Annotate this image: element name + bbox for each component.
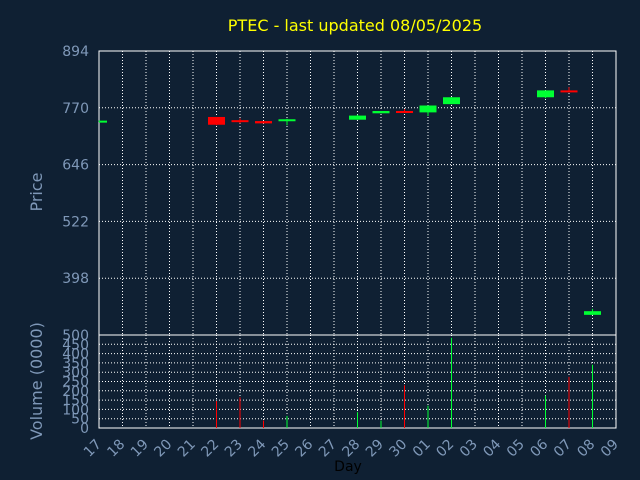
volume-bar xyxy=(357,412,358,428)
x-tick-label: 04 xyxy=(480,436,504,460)
chart-title: PTEC - last updated 08/05/2025 xyxy=(228,16,482,35)
x-tick-label: 02 xyxy=(433,437,457,461)
volume-bar xyxy=(568,376,570,428)
price-tick-label: 894 xyxy=(62,44,89,60)
volume-bar xyxy=(592,364,593,428)
volume-tick-label: 350 xyxy=(62,356,89,372)
x-tick-label: 26 xyxy=(292,436,316,460)
candle-body xyxy=(584,311,601,315)
volume-bar xyxy=(404,385,405,428)
volume-bar xyxy=(263,420,264,428)
x-tick-label: 06 xyxy=(527,436,551,460)
x-tick-label: 19 xyxy=(128,437,152,461)
volume-tick-label: 100 xyxy=(62,402,89,418)
volume-tick-label: 50 xyxy=(71,412,89,428)
x-tick-label: 27 xyxy=(316,437,340,461)
x-tick-label: 24 xyxy=(245,436,269,460)
candle-body xyxy=(537,90,554,98)
price-tick-label: 646 xyxy=(62,158,89,174)
x-tick-label: 17 xyxy=(81,437,105,461)
x-tick-label: 07 xyxy=(551,437,575,461)
x-tick-label: 09 xyxy=(598,437,622,461)
volume-tick-label: 300 xyxy=(62,365,89,381)
candle-body xyxy=(99,120,107,123)
x-tick-label: 20 xyxy=(151,437,175,461)
candle-body xyxy=(278,119,296,122)
candle-body xyxy=(255,121,272,124)
volume-tick-label: 400 xyxy=(62,347,89,363)
x-tick-label: 01 xyxy=(410,437,434,461)
volume-bar xyxy=(451,337,452,428)
volume-tick-label: 200 xyxy=(62,384,89,400)
candle-body xyxy=(231,120,249,123)
candle-body xyxy=(419,105,437,113)
x-tick-label: 08 xyxy=(574,437,598,461)
price-tick-label: 398 xyxy=(62,271,89,287)
x-tick-label: 23 xyxy=(222,437,246,461)
x-tick-label: 03 xyxy=(457,437,481,461)
price-panel: 398 522 646 770 894 xyxy=(62,44,617,336)
price-axis-label: Price xyxy=(27,172,46,211)
volume-tick-label: 450 xyxy=(62,337,89,353)
candle-body xyxy=(372,111,390,114)
volume-tick-label: 250 xyxy=(62,375,89,391)
x-tick-label: 25 xyxy=(269,437,293,461)
x-tick-label: 05 xyxy=(504,437,528,461)
candle-body xyxy=(443,97,460,105)
volume-bar xyxy=(239,397,241,428)
volume-tick-label: 150 xyxy=(62,393,89,409)
volume-bar xyxy=(380,420,382,428)
x-tick-label: 28 xyxy=(339,437,363,461)
x-tick-label: 21 xyxy=(175,437,199,461)
x-tick-label: 22 xyxy=(198,437,222,461)
volume-tick-label: 0 xyxy=(80,421,89,437)
volume-bar xyxy=(545,395,546,428)
candle-body xyxy=(349,115,366,120)
price-tick-label: 522 xyxy=(62,214,89,230)
x-tick-label: 30 xyxy=(386,437,410,461)
price-tick-label: 770 xyxy=(62,101,89,117)
x-axis-label: Day xyxy=(334,459,362,475)
volume-bar xyxy=(286,415,288,428)
x-axis: 17 18 19 20 21 22 23 24 25 26 27 28 29 30 01 02 03 04 05 06… xyxy=(81,436,622,460)
x-tick-label: 18 xyxy=(104,437,128,461)
volume-tick-label: 500 xyxy=(62,328,89,344)
candle-body xyxy=(396,111,413,114)
volume-axis-label: Volume (0000) xyxy=(27,322,46,440)
candle-body xyxy=(560,90,578,93)
x-tick-label: 29 xyxy=(363,437,387,461)
volume-bar xyxy=(427,405,429,428)
candle-body xyxy=(208,116,225,125)
volume-bar xyxy=(216,401,217,428)
